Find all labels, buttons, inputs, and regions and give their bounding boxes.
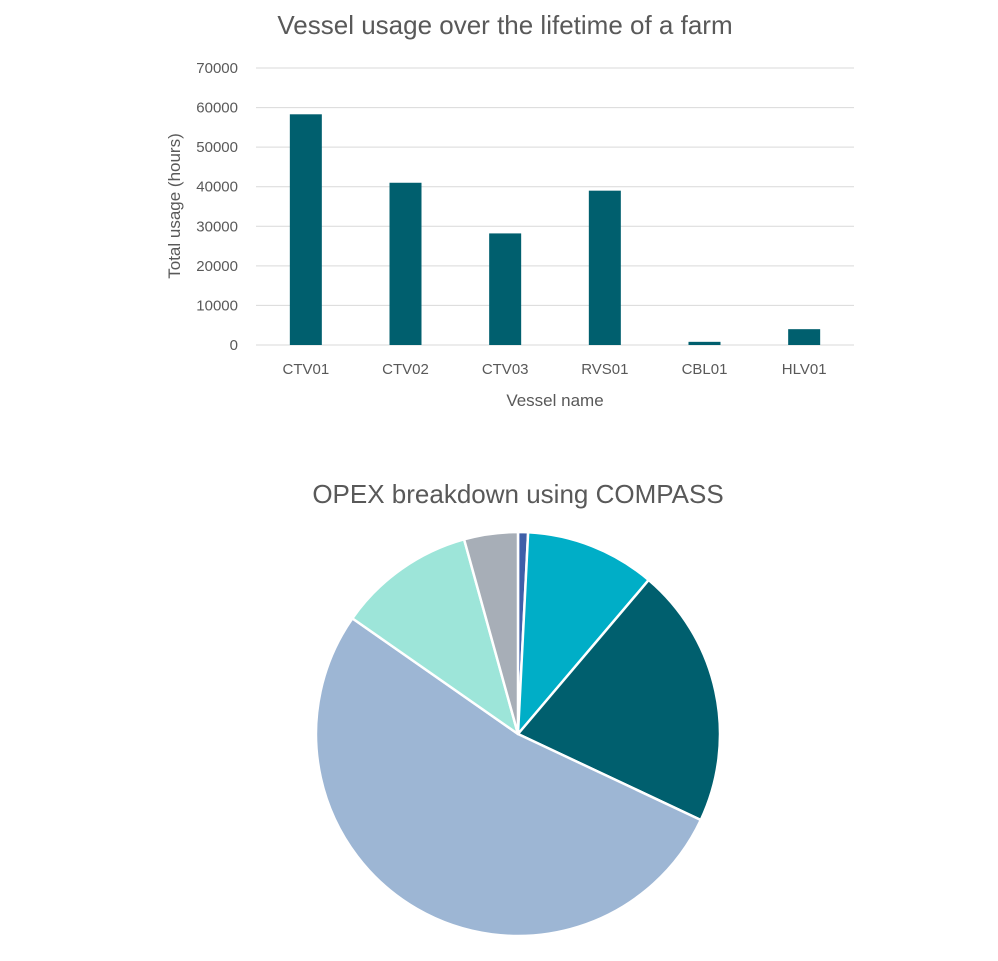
bar-ctv01 — [289, 114, 322, 345]
pie-chart-slices — [314, 530, 722, 938]
bar-chart-y-axis-title: Total usage (hours) — [165, 133, 184, 279]
pie-slice-2 — [516, 531, 650, 736]
x-tick-label: CTV02 — [382, 361, 429, 378]
bar-hlv01 — [788, 329, 821, 345]
bar-ctv02 — [389, 182, 422, 345]
bar-cbl01 — [688, 341, 721, 345]
bar-chart-x-axis-title: Vessel name — [506, 391, 603, 410]
x-tick-label: RVS01 — [581, 361, 628, 378]
pie-chart-title: OPEX breakdown using COMPASS — [312, 479, 723, 509]
bar-rvs01 — [588, 190, 621, 345]
bar-ctv03 — [489, 233, 522, 345]
bar-chart-title: Vessel usage over the lifetime of a farm — [277, 10, 732, 40]
y-tick-label: 0 — [230, 337, 238, 354]
bar-chart-gridlines — [256, 67, 854, 346]
x-tick-label: CTV03 — [482, 361, 529, 378]
y-tick-label: 60000 — [196, 100, 238, 117]
y-tick-label: 20000 — [196, 258, 238, 275]
x-tick-label: HLV01 — [782, 361, 827, 378]
y-tick-label: 40000 — [196, 179, 238, 196]
x-tick-label: CTV01 — [282, 361, 329, 378]
y-tick-label: 30000 — [196, 218, 238, 235]
bar-chart-y-tick-labels: 0 10000 20000 30000 40000 50000 60000 70000 — [196, 60, 238, 354]
bar-chart-bars — [289, 114, 821, 345]
pie-slice-3 — [516, 578, 722, 822]
x-tick-label: CBL01 — [682, 361, 728, 378]
y-tick-label: 10000 — [196, 297, 238, 314]
bar-chart-x-tick-labels: CTV01 CTV02 CTV03 RVS01 CBL01 HLV01 — [282, 361, 826, 378]
y-tick-label: 50000 — [196, 139, 238, 156]
y-tick-label: 70000 — [196, 60, 238, 77]
bar-chart: Vessel usage over the lifetime of a farm… — [165, 10, 854, 410]
pie-slice-4 — [314, 617, 703, 938]
pie-slice-6 — [462, 530, 520, 736]
pie-chart: OPEX breakdown using COMPASS — [312, 479, 724, 938]
